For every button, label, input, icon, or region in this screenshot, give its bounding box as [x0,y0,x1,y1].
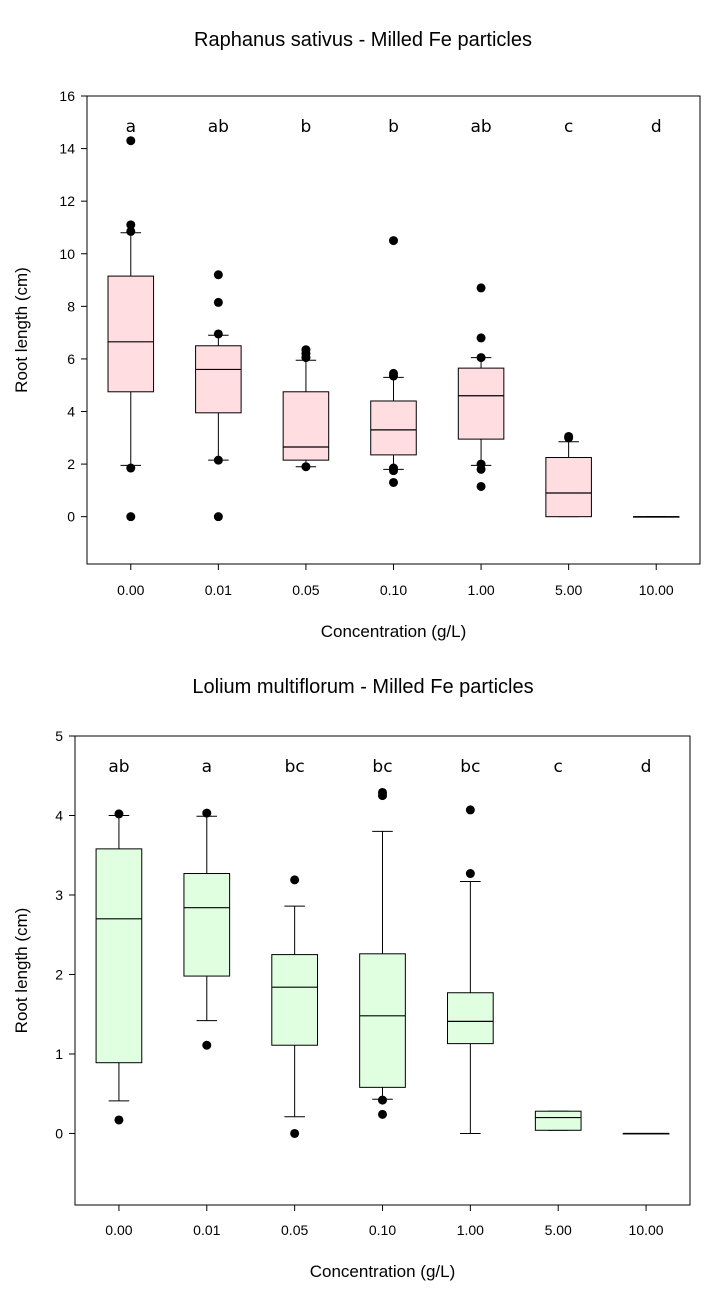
box [447,992,494,1045]
outlier-point [465,869,475,879]
group-letter: b [388,117,399,137]
y-tick-label: 1 [55,1046,63,1062]
y-axis-label: Root length (cm) [12,908,31,1034]
outlier-point [202,1040,212,1050]
group-letter: ab [470,117,491,137]
x-tick-label: 0.10 [369,1222,396,1238]
box [457,367,505,440]
y-tick-label: 4 [55,807,63,823]
boxplot-raphanus: 0 2 4 6 8 10 12 14 16 0.00 0.01 0.05 0.10 1.00 5.00 10.… [12,88,701,641]
group-letter: b [301,117,312,137]
boxplot-lolium: 0 1 2 3 4 5 0.00 0.01 0.05 0.10 1.00 5.00 10.00 Conce… [12,728,691,1281]
y-tick-label: 8 [67,298,75,314]
outlier-point [301,462,311,472]
outlier-point [476,353,486,363]
group-letter: a [202,757,212,777]
x-tick-label: 0.00 [105,1222,132,1238]
outlier-point [389,466,398,476]
box [359,953,406,1088]
box [107,275,155,393]
y-tick-label: 0 [67,509,75,525]
x-tick-label: 5.00 [545,1222,572,1238]
outlier-point [213,297,223,307]
box [282,391,330,461]
outlier-point [476,481,486,491]
box [534,1110,582,1131]
box [195,345,242,414]
outlier-point [465,805,475,815]
box [183,873,231,977]
x-tick-label: 0.01 [205,582,232,598]
outlier-point [213,270,223,280]
outlier-point [126,136,136,146]
outlier-point [301,353,311,363]
outlier-point [476,464,486,474]
group-letter: c [564,117,573,137]
outlier-point [378,791,387,801]
y-tick-label: 2 [67,456,75,472]
x-tick-label: 1.00 [467,582,494,598]
outlier-point [114,809,124,819]
outlier-point [126,220,136,230]
chart-title-raphanus: Raphanus sativus - Milled Fe particles [194,29,532,51]
outlier-point [378,1109,387,1119]
x-tick-label: 0.00 [117,582,144,598]
outlier-point [564,433,574,443]
group-letter: ab [108,757,129,777]
group-letter: a [126,117,136,137]
x-tick-label: 0.10 [380,582,407,598]
outlier-point [114,1115,124,1125]
outlier-point [213,455,223,465]
y-tick-label: 6 [67,351,75,367]
y-tick-label: 2 [55,966,63,982]
outlier-point [476,283,486,293]
x-tick-label: 5.00 [555,582,582,598]
y-axis-label: Root length (cm) [12,267,31,393]
x-tick-label: 10.00 [629,1222,664,1238]
outlier-point [378,1095,387,1105]
box [95,848,143,1064]
outlier-point [126,512,136,522]
outlier-point [213,329,223,339]
group-letter: bc [372,757,392,777]
x-axis-label: Concentration (g/L) [321,622,467,641]
x-tick-label: 0.01 [193,1222,220,1238]
plot-frame [86,95,701,565]
group-letter: bc [285,757,305,777]
outlier-point [389,371,398,381]
outlier-point [202,808,212,818]
outlier-point [290,875,300,885]
y-tick-label: 16 [59,88,75,104]
y-tick-label: 5 [55,728,63,744]
y-tick-label: 0 [55,1125,63,1141]
y-tick-label: 12 [59,193,75,209]
y-tick-label: 14 [59,141,75,157]
x-tick-label: 0.05 [281,1222,308,1238]
outlier-point [126,226,136,236]
chart-title-lolium: Lolium multiflorum - Milled Fe particles [192,676,534,698]
y-tick-label: 4 [67,404,75,420]
x-tick-label: 10.00 [639,582,674,598]
outlier-point [213,512,223,522]
outlier-point [389,236,398,246]
outlier-point [290,1128,300,1138]
y-tick-label: 3 [55,887,63,903]
group-letter: ab [208,117,229,137]
group-letter: d [651,117,662,137]
group-letter: bc [460,757,480,777]
x-axis-label: Concentration (g/L) [310,1262,456,1281]
box [271,954,318,1046]
x-tick-label: 0.05 [292,582,319,598]
group-letter: d [641,757,652,777]
x-tick-label: 1.00 [457,1222,484,1238]
outlier-point [389,477,398,487]
box [545,457,592,518]
outlier-point [476,333,486,343]
box [370,400,417,456]
outlier-point [126,463,136,473]
group-letter: c [554,757,563,777]
y-tick-label: 10 [59,246,75,262]
